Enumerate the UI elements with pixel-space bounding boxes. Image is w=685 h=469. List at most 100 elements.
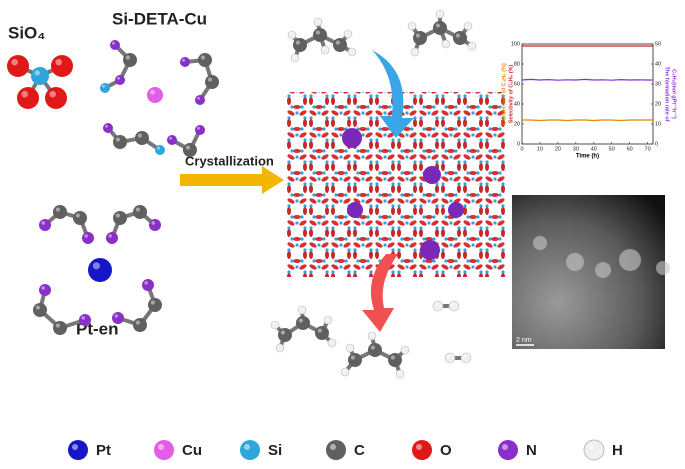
atom-highlight (75, 213, 80, 218)
atom-highlight (277, 345, 280, 348)
atom-highlight (115, 213, 120, 218)
legend-swatch-highlight (416, 444, 422, 450)
atom (73, 211, 87, 225)
atom-highlight (41, 221, 45, 225)
atom-highlight (345, 31, 348, 34)
atom (195, 95, 205, 105)
atom-highlight (55, 207, 61, 212)
y-tick-label: 40 (514, 101, 520, 107)
atom-highlight (21, 90, 29, 98)
atom-highlight (197, 126, 200, 130)
atom-highlight (84, 234, 88, 238)
atom (433, 21, 447, 35)
atom (340, 367, 350, 377)
atom-highlight (412, 49, 415, 52)
atom (148, 298, 162, 312)
atom (395, 369, 405, 379)
atom (135, 131, 149, 145)
atom (147, 87, 163, 103)
atom-highlight (200, 55, 205, 60)
atom (53, 205, 67, 219)
arrow-crystallization (180, 166, 284, 194)
atom-highlight (397, 371, 400, 374)
atom (413, 31, 427, 45)
atom-highlight (55, 58, 62, 66)
atom-highlight (135, 320, 140, 325)
atom-highlight (41, 286, 45, 290)
y2-tick-label: 30 (655, 81, 661, 87)
y-tick-label: 100 (511, 41, 520, 47)
atom (112, 312, 124, 324)
legend-swatch (68, 440, 88, 460)
atom-highlight (465, 23, 468, 26)
y2-tick-label: 50 (655, 41, 661, 47)
atom (278, 328, 292, 342)
atom-highlight (295, 40, 300, 45)
atom-highlight (157, 146, 160, 150)
legend-label: Pt (96, 442, 111, 459)
atom (320, 45, 330, 55)
x-tick-label: 40 (591, 146, 597, 152)
atom (435, 9, 445, 19)
atom-highlight (150, 300, 155, 305)
atom-highlight (207, 77, 212, 82)
legend-swatch (240, 440, 260, 460)
atom (113, 211, 127, 225)
atom (348, 353, 362, 367)
y2-tick-label: 0 (655, 141, 658, 147)
legend-swatch-highlight (588, 444, 594, 450)
atom (467, 41, 477, 51)
atom (343, 29, 353, 39)
y-axis-label: Selectivity of C₃H₆ (%) (508, 65, 514, 124)
legend-label: Si (268, 442, 282, 459)
legend-label: N (526, 442, 537, 459)
atom (33, 303, 47, 317)
atom-highlight (144, 281, 148, 285)
atom-highlight (92, 262, 100, 270)
x-axis-label: Time (h) (576, 154, 599, 160)
legend: Pt Cu Si C O N H (68, 439, 623, 461)
atom-highlight (369, 333, 372, 336)
legend-swatch (412, 440, 432, 460)
atom-highlight (409, 23, 412, 26)
atom (287, 30, 297, 40)
atom (367, 331, 377, 341)
atom-highlight (289, 32, 292, 35)
x-tick-label: 10 (537, 146, 543, 152)
atom (453, 31, 467, 45)
atom (275, 343, 285, 353)
atom (115, 75, 125, 85)
atom (205, 75, 219, 89)
atom (183, 143, 197, 157)
atom (388, 353, 402, 367)
y2-axis-label: The formation rate of (664, 66, 670, 121)
atom (270, 320, 280, 330)
atom (106, 232, 118, 244)
legend-swatch (326, 440, 346, 460)
atom (315, 326, 329, 340)
atom (407, 21, 417, 31)
atom-highlight (390, 355, 395, 360)
atom (313, 17, 323, 27)
legend-swatch (498, 440, 518, 460)
atom-highlight (451, 302, 454, 306)
legend-swatch-highlight (502, 444, 508, 450)
atom-highlight (272, 322, 275, 325)
y-tick-label: 0 (517, 141, 520, 147)
atom (167, 135, 177, 145)
legend-swatch-highlight (158, 444, 164, 450)
atom-highlight (55, 323, 61, 328)
atom-highlight (182, 58, 185, 62)
atom-highlight (435, 302, 438, 306)
atom-highlight (151, 221, 155, 225)
atom (100, 83, 110, 93)
legend-swatch-highlight (72, 444, 78, 450)
atom-highlight (322, 47, 325, 50)
atom-highlight (329, 340, 332, 343)
legend-swatch (583, 439, 605, 461)
atom (460, 352, 472, 364)
x-tick-label: 50 (609, 146, 615, 152)
atom-highlight (11, 58, 18, 66)
stem-particles (533, 236, 670, 278)
atom (195, 125, 205, 135)
